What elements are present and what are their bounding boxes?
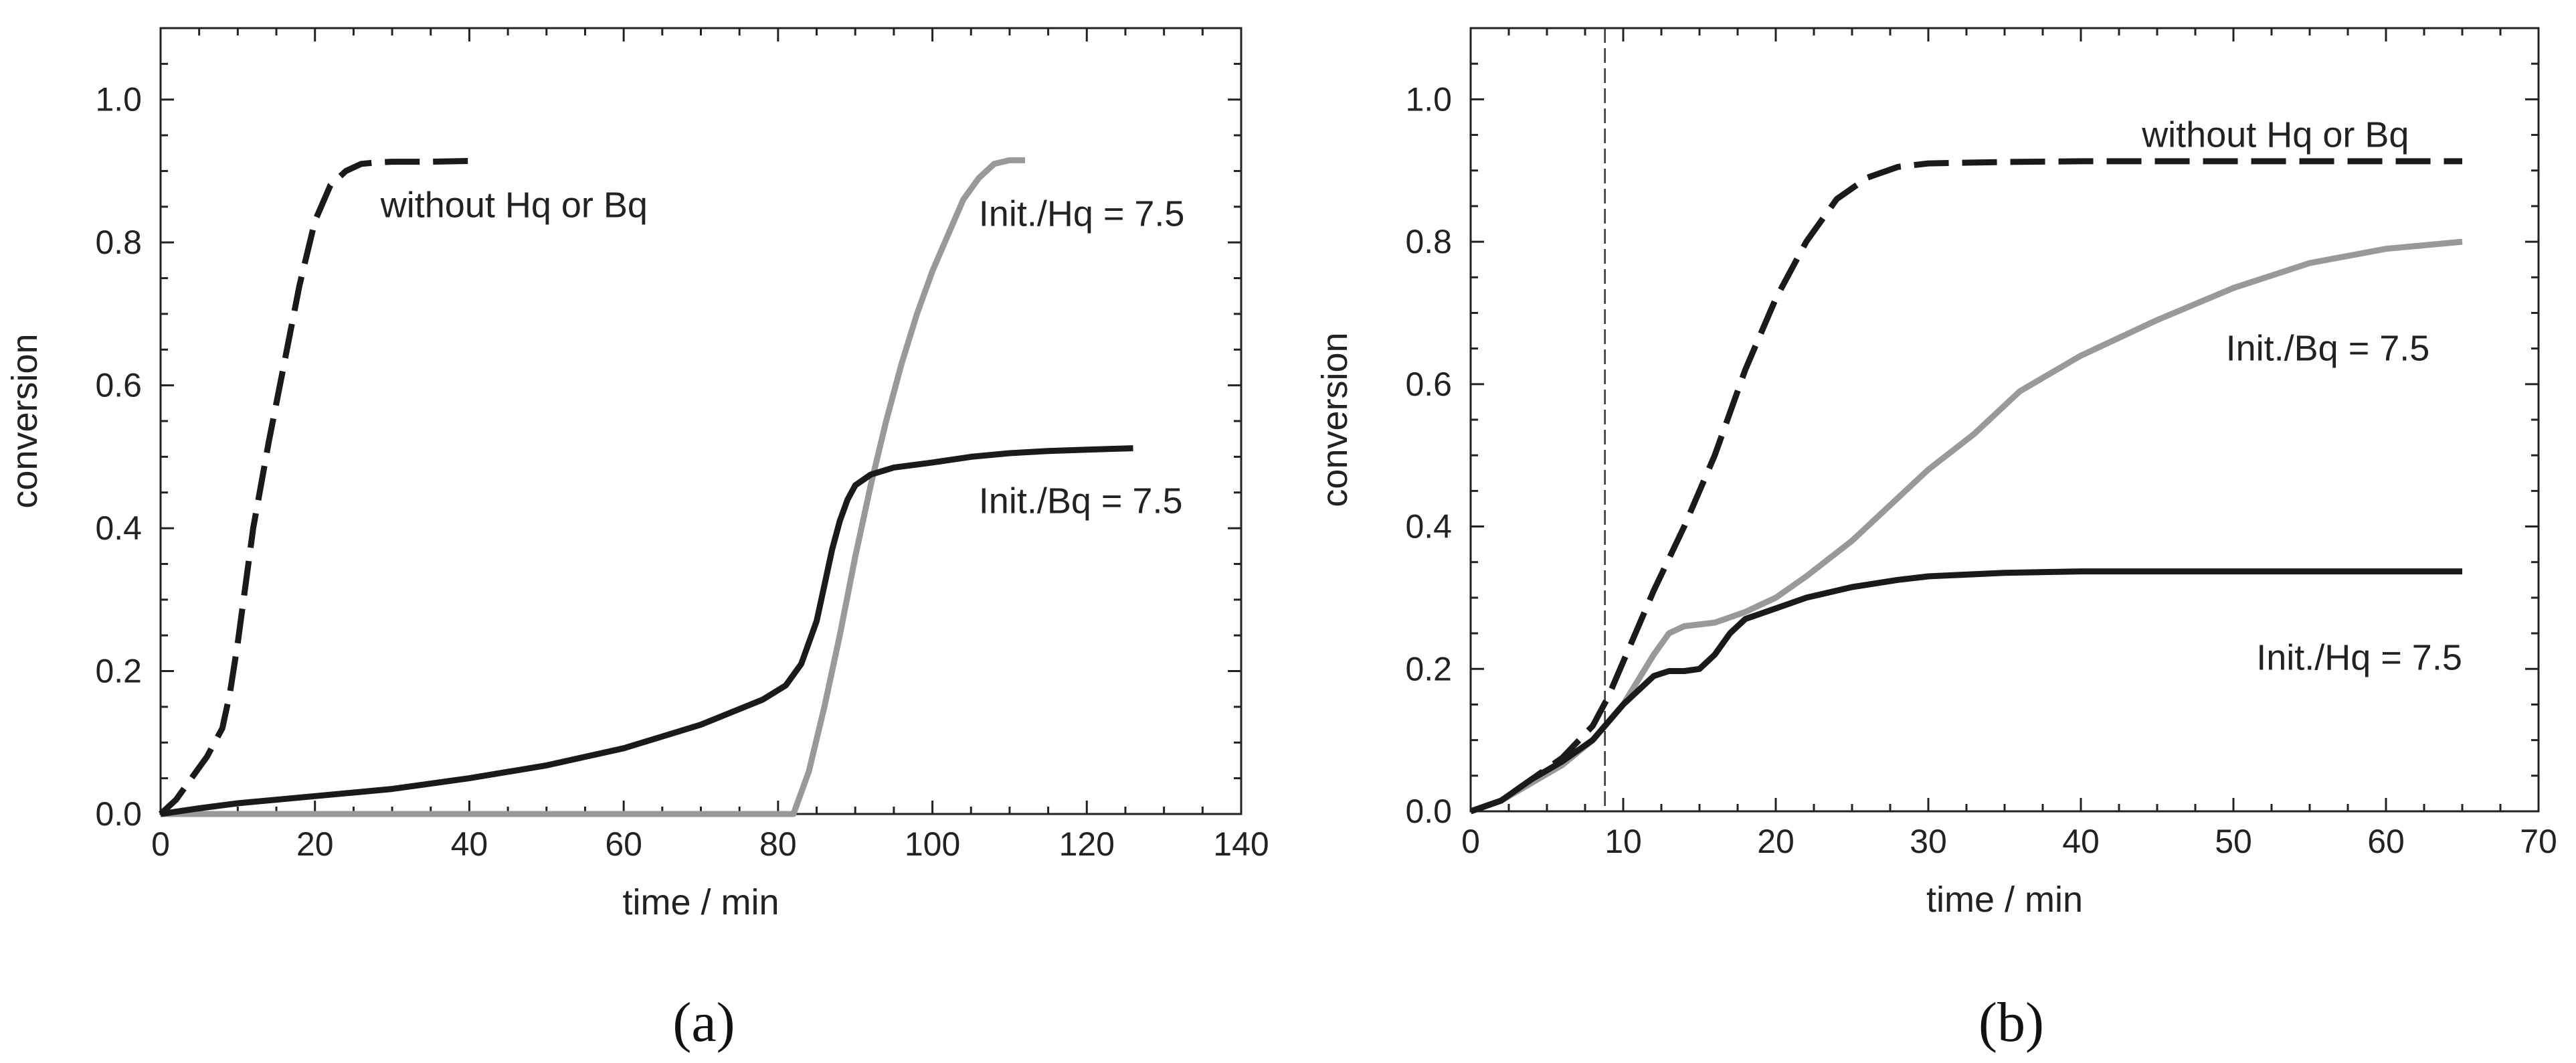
y-tick-label: 0.8	[95, 224, 142, 261]
x-tick-label: 80	[759, 825, 797, 863]
series-line-init-hq-7-5	[161, 157, 1025, 817]
x-tick-label: 40	[2062, 823, 2100, 860]
x-tick-label: 50	[2215, 823, 2252, 860]
plot-frame	[159, 27, 1243, 815]
x-tick-label: 10	[1604, 823, 1642, 860]
tick-marks	[1469, 27, 2540, 813]
y-tick-label: 0.6	[95, 367, 142, 404]
y-tick-label: 0.0	[95, 795, 142, 833]
series-line-init-bq-7-5	[1469, 238, 2463, 815]
x-tick-label: 70	[2520, 823, 2557, 860]
annotation-init-hq-7-5: Init./Hq = 7.5	[2256, 637, 2462, 677]
series-line-without-hq-or-bq	[1469, 158, 2462, 815]
x-tick-label: 30	[1910, 823, 1947, 860]
x-tick-label: 20	[296, 825, 334, 863]
y-tick-label: 0.2	[1405, 650, 1452, 687]
annotation-without-hq-or-bq: without Hq or Bq	[2141, 115, 2409, 155]
series-line-init-bq-7-5	[160, 445, 1133, 817]
x-tick-label: 20	[1757, 823, 1795, 860]
annotation-init-bq-7-5: Init./Bq = 7.5	[2226, 329, 2430, 369]
x-tick-label: 60	[605, 825, 642, 863]
x-tick-label: 100	[905, 825, 960, 863]
y-tick-label: 0.0	[1405, 793, 1452, 830]
y-tick-label: 0.8	[1405, 223, 1452, 260]
x-axis-label: time / min	[1926, 880, 2083, 920]
panel-a: 0 20 40 60 80 100 120 140 0.0 0.2 0.4 0.6 0.8 1.0 time…	[5, 27, 1269, 1054]
y-axis-label: conversion	[5, 333, 45, 508]
x-tick-label: 120	[1059, 825, 1115, 863]
tick-marks	[159, 27, 1243, 815]
panel-label: (a)	[672, 991, 735, 1054]
y-tick-label: 0.4	[95, 509, 142, 547]
y-tick-label: 0.4	[1405, 508, 1452, 546]
panel-label: (b)	[1979, 991, 2044, 1054]
annotation-without-hq-or-bq: without Hq or Bq	[380, 185, 648, 226]
y-tick-label: 1.0	[1405, 80, 1452, 118]
y-tick-label: 0.2	[95, 653, 142, 690]
x-tick-label: 140	[1213, 825, 1269, 863]
x-tick-label: 0	[1461, 823, 1480, 860]
annotation-init-bq-7-5: Init./Bq = 7.5	[979, 481, 1183, 521]
series-line-without-hq-or-bq	[158, 158, 470, 817]
x-tick-label: 0	[151, 825, 170, 863]
y-tick-label: 1.0	[95, 81, 142, 118]
panel-b: 0 10 20 30 40 50 60 70 0.0 0.2 0.4 0.6 0.8 1.0 time / …	[1315, 27, 2557, 1054]
x-tick-label: 60	[2367, 823, 2405, 860]
series-line-init-hq-7-5	[1469, 568, 2462, 815]
x-tick-label: 40	[451, 825, 488, 863]
x-axis-label: time / min	[622, 882, 779, 922]
y-axis-label: conversion	[1315, 332, 1355, 507]
y-tick-label: 0.6	[1405, 365, 1452, 403]
annotation-init-hq-7-5: Init./Hq = 7.5	[979, 193, 1185, 234]
